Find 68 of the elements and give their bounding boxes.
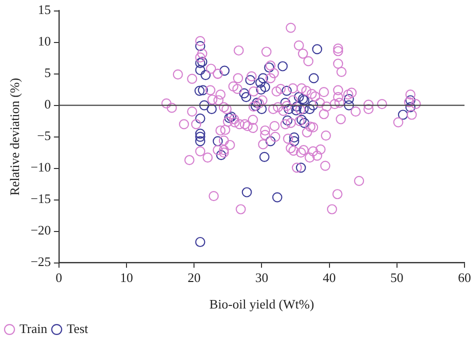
point: [289, 136, 300, 146]
point: [256, 84, 266, 95]
point: [405, 102, 416, 112]
y-axis-title: Relative deviation (%): [7, 78, 22, 196]
point: [282, 115, 292, 126]
point: [195, 64, 206, 76]
point: [194, 86, 205, 96]
point: [308, 100, 318, 110]
point: [304, 104, 315, 114]
point: [206, 104, 217, 114]
point: [280, 98, 290, 108]
x-tick-label: 30: [255, 270, 268, 286]
point: [200, 70, 211, 80]
point: [291, 105, 302, 116]
point: [195, 128, 206, 139]
legend-label: Test: [66, 320, 89, 336]
point: [239, 88, 250, 98]
y-tick-label: 5: [44, 65, 51, 80]
point: [216, 150, 226, 160]
point: [398, 110, 408, 120]
point: [258, 73, 268, 84]
point: [312, 44, 322, 54]
y-tick-label: −10: [30, 160, 51, 175]
y-tick-label: −15: [30, 191, 51, 206]
point: [255, 78, 266, 88]
point: [284, 104, 294, 114]
point: [278, 61, 288, 72]
y-tick-label: −25: [30, 254, 51, 270]
point: [195, 41, 206, 52]
x-axis-title: Bio-oil yield (Wt%): [209, 296, 314, 312]
point: [242, 187, 252, 198]
point: [195, 132, 206, 142]
point: [212, 136, 223, 146]
point: [198, 85, 208, 96]
point: [256, 104, 267, 114]
x-tick-label: 10: [120, 270, 134, 286]
point: [296, 162, 306, 173]
point: [294, 92, 304, 102]
legend-label: Train: [20, 320, 48, 336]
x-tick-label: 20: [188, 270, 201, 286]
point: [299, 118, 310, 128]
y-tick-label: 15: [38, 2, 51, 18]
point: [199, 100, 210, 110]
point: [195, 113, 206, 124]
y-tick-label: 10: [38, 34, 51, 49]
x-tick-label: 50: [390, 270, 404, 286]
point: [265, 136, 276, 146]
point: [259, 152, 270, 162]
point: [298, 104, 309, 114]
point: [219, 66, 230, 76]
point: [282, 86, 292, 96]
point: [308, 73, 319, 84]
point: [260, 82, 270, 92]
x-tick-label: 40: [322, 270, 336, 286]
point: [344, 100, 354, 110]
point: [241, 92, 252, 102]
point: [195, 236, 206, 248]
point: [195, 136, 206, 146]
y-tick-label: −5: [37, 128, 51, 144]
point: [272, 192, 282, 202]
y-tick-label: −20: [30, 222, 51, 238]
x-tick-label: 0: [56, 270, 62, 286]
point: [289, 132, 300, 142]
x-tick-label: 60: [458, 270, 471, 286]
point: [344, 94, 354, 104]
point: [245, 75, 256, 86]
y-tick-label: 0: [44, 96, 51, 112]
point: [292, 102, 302, 112]
